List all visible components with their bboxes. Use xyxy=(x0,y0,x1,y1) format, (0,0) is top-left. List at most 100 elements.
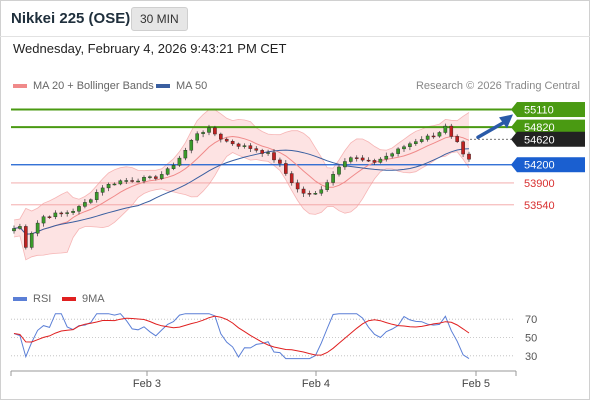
rsi-tick-label: 70 xyxy=(525,314,537,326)
upper-band xyxy=(13,109,470,221)
level-tag-arrow xyxy=(511,131,517,147)
legend-ma50: MA 50 xyxy=(156,80,207,92)
candle-body xyxy=(307,193,312,195)
level-label: 54200 xyxy=(524,160,555,172)
level-label: 54620 xyxy=(524,134,555,146)
candle xyxy=(301,186,306,197)
candle-body xyxy=(295,182,300,190)
candle-body xyxy=(467,153,471,160)
candle xyxy=(295,179,300,193)
candle xyxy=(272,149,276,163)
candle-body xyxy=(396,148,400,154)
candle-body xyxy=(29,233,34,248)
candle-body xyxy=(419,139,424,142)
candle xyxy=(378,157,383,164)
candle-body xyxy=(183,150,188,159)
candle-body xyxy=(278,159,282,164)
level-tag-arrow xyxy=(511,157,517,173)
candle-body xyxy=(425,135,430,140)
candle xyxy=(360,155,365,162)
candle-body xyxy=(77,206,81,212)
timeframe-button[interactable]: 30 MIN xyxy=(131,7,188,31)
candle xyxy=(384,152,389,162)
candle-body xyxy=(284,163,288,174)
candle xyxy=(71,208,75,215)
legend-ma20: MA 20 + Bollinger Bands xyxy=(13,80,154,92)
candle xyxy=(47,215,52,219)
candle-body xyxy=(325,182,329,190)
candle xyxy=(354,155,359,162)
candle xyxy=(177,155,182,167)
candle-body xyxy=(71,211,75,213)
candle-body xyxy=(301,188,306,194)
candle xyxy=(224,137,229,143)
candle-body xyxy=(106,184,111,189)
candle xyxy=(289,171,294,186)
bollinger-band-fill xyxy=(14,109,469,260)
x-axis: Feb 3 Feb 4 Feb 5 xyxy=(10,370,517,390)
candle xyxy=(213,125,217,137)
level-label: 54820 xyxy=(524,122,555,134)
candle-body xyxy=(195,133,199,141)
candle-body xyxy=(94,192,99,200)
credit: Research © 2026 Trading Central xyxy=(415,80,580,92)
candle-body xyxy=(431,135,436,138)
candle-body xyxy=(289,173,294,183)
candle xyxy=(408,141,412,151)
candle-body xyxy=(177,157,182,166)
candle xyxy=(390,152,394,159)
candle-body xyxy=(319,189,324,194)
candle xyxy=(89,198,93,204)
candle-body xyxy=(100,187,105,193)
x-tick-label: Feb 4 xyxy=(302,378,330,390)
candle-body xyxy=(12,228,16,232)
legend-9ma: 9MA xyxy=(62,293,105,305)
candle xyxy=(24,224,28,250)
candle-body xyxy=(349,157,353,162)
candle-body xyxy=(165,168,170,175)
candle-body xyxy=(24,226,28,248)
candle xyxy=(325,179,329,192)
candle-body xyxy=(242,145,247,147)
candle xyxy=(106,182,111,192)
ma20-line xyxy=(13,135,470,235)
candle xyxy=(425,133,430,142)
level-tag-54620 xyxy=(517,131,585,147)
candle xyxy=(230,139,235,146)
candle-body xyxy=(384,155,389,160)
candle xyxy=(431,132,436,139)
ma50-swatch xyxy=(156,84,170,88)
candle xyxy=(242,143,247,149)
rsi-ma-line xyxy=(13,315,470,356)
candle-body xyxy=(201,132,205,134)
candle xyxy=(207,124,211,136)
candle xyxy=(437,131,442,138)
candle-body xyxy=(41,216,46,224)
level-tag-arrow xyxy=(511,119,517,135)
level-tag-55110 xyxy=(517,102,585,118)
candle-body xyxy=(83,202,87,207)
candle xyxy=(18,223,22,230)
candle xyxy=(77,204,81,215)
candle-body xyxy=(254,148,259,151)
chart-title: Nikkei 225 (OSE) xyxy=(11,10,131,27)
level-label: 53900 xyxy=(524,178,555,190)
rsi-tick-label: 30 xyxy=(525,351,537,363)
candle-body xyxy=(260,150,264,154)
candle-body xyxy=(189,140,194,151)
level-label: 55110 xyxy=(524,105,554,117)
candle xyxy=(183,147,188,161)
candle-body xyxy=(124,180,129,182)
candle xyxy=(118,179,123,186)
candle-body xyxy=(331,174,335,183)
x-tick-label: Feb 3 xyxy=(133,378,161,390)
candle-body xyxy=(171,165,176,169)
candle xyxy=(260,148,264,157)
ma9-swatch xyxy=(62,297,76,301)
candle xyxy=(148,175,152,180)
rsi-line xyxy=(13,313,470,360)
legend-9ma-label: 9MA xyxy=(82,293,105,305)
candle xyxy=(136,178,140,183)
candle-body xyxy=(65,212,69,214)
